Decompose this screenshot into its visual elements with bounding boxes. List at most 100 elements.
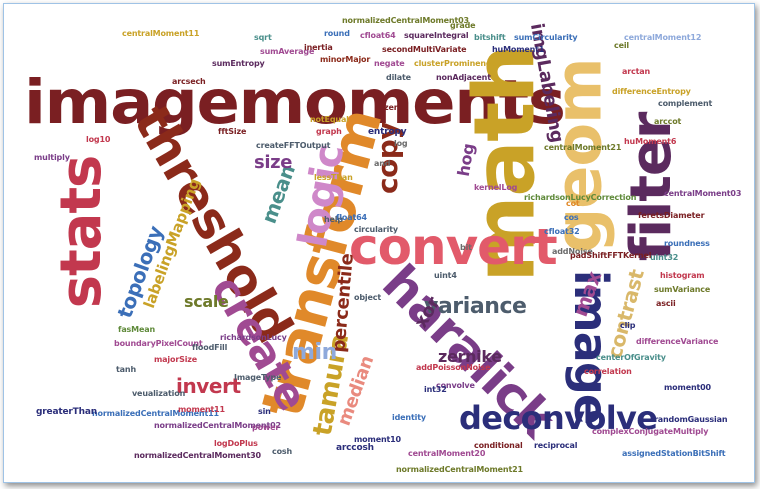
word-assignedStationBitShift: assignedStationBitShift [622,449,726,458]
word-centralMoment11: centralMoment11 [122,29,200,38]
word-addPoissonNoise: addPoissonNoise [416,363,491,372]
word-floodFill: floodFill [192,343,228,352]
word-complement: complement [658,99,713,108]
word-uint32: uint32 [650,253,679,262]
word-majorSize: majorSize [154,355,198,364]
word-squareIntegral: squareIntegral [404,31,469,40]
word-invert: invert [176,374,241,398]
word-convolve: convolve [436,381,475,390]
word-and: and [374,159,391,168]
word-arccot: arccot [654,117,682,126]
word-ceil: ceil [614,41,630,50]
word-identity: identity [392,413,426,422]
word-zero: zero [384,103,403,112]
word-help: help [324,215,343,224]
word-reciprocal: reciprocal [534,441,578,450]
word-centralMoment21: centralMoment21 [544,143,622,152]
word-padShiftFFTKernel: padShiftFFTKernel [570,251,652,260]
word-float64: float64 [336,213,367,222]
word-sumEntropy: sumEntropy [212,59,265,68]
word-cfloat32: cfloat32 [544,227,580,236]
word-negate: negate [374,59,405,68]
word-stats: stats [49,155,115,309]
word-bitshift: bitshift [474,33,506,42]
word-dilate: dilate [386,73,411,82]
word-sumVariance: sumVariance [654,285,711,294]
word-clusterProminence: clusterProminence [414,59,496,68]
word-uint4: uint4 [434,271,457,280]
word-sumCircularity: sumCircularity [514,33,578,42]
word-cos: cos [564,213,579,222]
word-entropy: entropy [368,127,407,137]
word-fasMean: fasMean [118,325,156,334]
word-complexConjugateMultiply: complexConjugateMultiply [592,427,709,436]
word-moment00: moment00 [664,383,711,392]
word-cfloat64: cfloat64 [360,31,396,40]
word-multiply: multiply [34,153,70,162]
word-log10: log10 [86,135,111,144]
word-ascii: ascii [656,299,676,308]
word-graph: graph [316,127,342,136]
word-grade: grade [450,21,476,30]
word-roundness: roundness [664,239,710,248]
word-inertia: inertia [304,43,333,52]
word-centralMoment03: centralMoment03 [664,189,742,198]
word-createFFTOutput: createFFTOutput [256,141,331,150]
word-arcsech: arcsech [172,77,206,86]
word-kernelLog: kernelLog [474,183,518,192]
word-log: log [394,139,408,148]
word-arctan: arctan [622,67,651,76]
word-cosh: cosh [272,447,293,456]
word-cot: cot [566,199,580,208]
word-richardsonLucy: richardsonLucy [220,333,287,342]
word-huMoment1: huMoment1 [492,45,545,54]
word-randomGaussian: randomGaussian [654,415,728,424]
word-tanh: tanh [116,365,136,374]
word-deconvolve: deconvolve [459,399,658,437]
word-clip: clip [620,321,636,330]
word-minorMajor: minorMajor [320,55,371,64]
word-moment10: moment10 [354,435,401,444]
word-moment11: moment11 [178,405,225,414]
word-ImageType: ImageType [234,373,282,382]
word-scale: scale [184,292,229,311]
word-logDoPlus: logDoPlus [214,439,258,448]
word-centerOfGravity: centerOfGravity [596,353,666,362]
word-arccosh: arccosh [336,443,374,453]
word-object: object [354,293,381,302]
word-normalizedCentralMoment03: normalizedCentralMoment03 [342,16,469,25]
word-differenceEntropy: differenceEntropy [612,87,691,96]
word-normalizedCentralMoment02: normalizedCentralMoment02 [154,421,281,430]
word-fftSize: fftSize [218,127,247,136]
word-round: round [324,29,350,38]
word-min: min [292,340,337,365]
word-normalizedCentralMoment21: normalizedCentralMoment21 [396,465,523,474]
word-cloud: imagemoments math geom filter threshold … [3,3,755,483]
word-nonAdjacent: nonAdjacent [436,73,491,82]
word-lessThan: lessThan [314,173,353,182]
word-int32: int32 [424,385,447,394]
word-correlation: correlation [584,367,632,376]
word-normalizedCentralMoment11: normalizedCentralMoment11 [92,409,219,418]
word-imagemoments: imagemoments [24,67,566,139]
word-power: power [252,423,280,432]
word-huMoment6: huMoment6 [624,137,677,146]
word-histogram: histogram [660,271,705,280]
word-differenceVariance: differenceVariance [636,337,719,346]
word-sqrt: sqrt [254,33,272,42]
word-secondMultiVariate: secondMultiVariate [382,45,467,54]
word-variance: variance [424,294,527,319]
word-greaterThan: greaterThan [36,407,97,417]
word-size: size [254,152,293,173]
word-addNoise: addNoise [552,247,593,256]
word-bit: bit [460,243,472,252]
word-convert: convert [349,218,558,276]
word-circularity: circularity [354,225,398,234]
word-veualization: veualization [132,389,186,398]
word-sumAverage: sumAverage [260,47,315,56]
word-centralMoment20: centralMoment20 [408,449,486,458]
word-normalizedCentralMoment30: normalizedCentralMoment30 [134,451,261,460]
word-notEqual: notEqual [310,115,349,124]
word-centralMoment12: centralMoment12 [624,33,702,42]
word-richardsonLucyCorrection: richardsonLucyCorrection [524,193,637,202]
